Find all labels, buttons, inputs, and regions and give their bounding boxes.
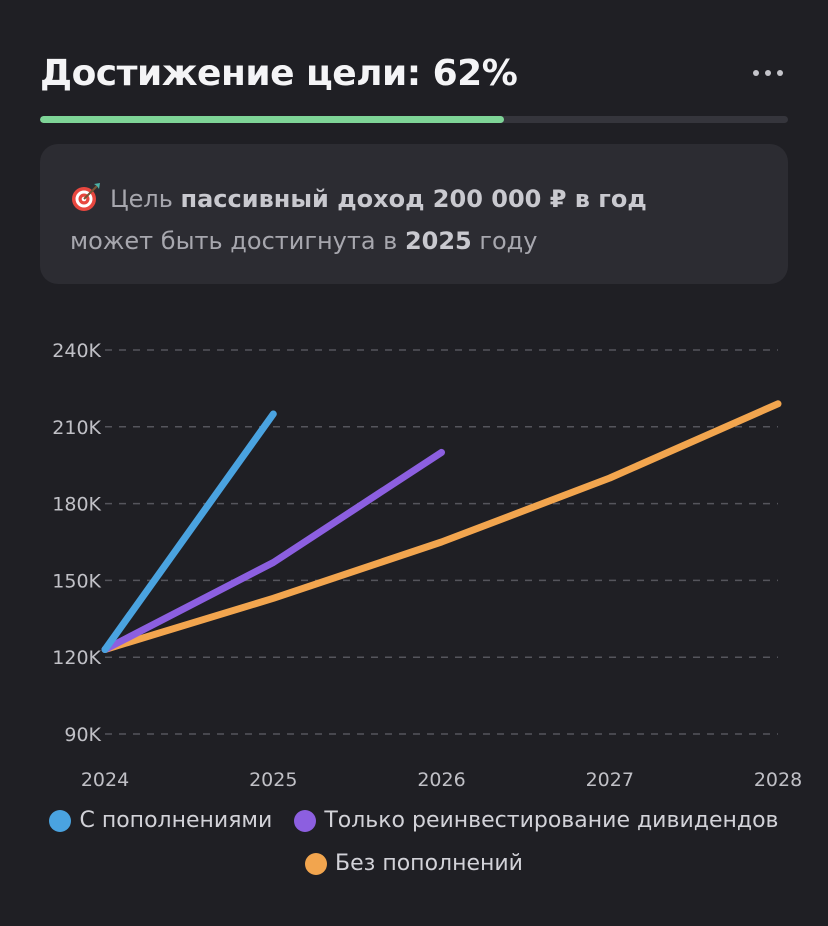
legend-label: С пополнениями — [79, 808, 273, 833]
legend-swatch-blue — [49, 809, 72, 832]
goal-progress-fill — [40, 116, 504, 123]
target-icon — [72, 183, 100, 211]
legend-row-2: Без пополнений — [40, 851, 788, 876]
legend-label: Без пополнений — [335, 851, 523, 876]
legend-item-no-deposits: Без пополнений — [305, 851, 523, 876]
page-title: Достижение цели: 62% — [40, 52, 518, 94]
more-options-button[interactable] — [748, 53, 788, 93]
goal-progress-bar — [40, 116, 788, 123]
x-tick-label: 2027 — [586, 769, 634, 791]
y-tick-label: 180K — [52, 494, 101, 516]
y-tick-label: 90K — [64, 724, 101, 746]
goal-chart: 90K 120K 150K 180K 210K 240K 2024 2025 2026 2027 2… — [0, 320, 828, 800]
goal-card: Цель пассивный доход 200 000 ₽ в год мож… — [40, 144, 788, 284]
legend-item-reinvest-only: Только реинвестирование дивидендов — [294, 808, 779, 833]
y-tick-label: 120K — [52, 647, 101, 669]
x-tick-label: 2028 — [754, 769, 802, 791]
y-tick-label: 150K — [52, 570, 101, 592]
goal-chart-svg: 90K 120K 150K 180K 210K 240K 2024 2025 2026 2027 2… — [52, 340, 802, 791]
x-tick-label: 2025 — [249, 769, 297, 791]
goal-middle: может быть достигнута в — [70, 227, 398, 255]
y-tick-label: 210K — [52, 417, 101, 439]
legend-item-with-deposits: С пополнениями — [49, 808, 272, 833]
goal-prefix: Цель — [110, 185, 173, 213]
header: Достижение цели: 62% — [40, 48, 788, 98]
legend-row-1: С пополнениями Только реинвестирование д… — [40, 808, 788, 833]
legend-swatch-orange — [305, 852, 328, 875]
goal-year: 2025 — [404, 227, 472, 255]
goal-suffix: году — [479, 227, 538, 255]
series-line-0 — [101, 410, 277, 653]
x-tick-label: 2026 — [417, 769, 465, 791]
x-tick-label: 2024 — [81, 769, 129, 791]
y-tick-label: 240K — [52, 340, 101, 362]
series-line-2 — [101, 400, 782, 653]
more-dots-icon — [753, 70, 783, 76]
chart-legend: С пополнениями Только реинвестирование д… — [40, 808, 788, 894]
legend-label: Только реинвестирование дивидендов — [324, 808, 779, 833]
series-line-1 — [101, 448, 445, 653]
goal-name: пассивный доход 200 000 ₽ в год — [180, 185, 647, 213]
legend-swatch-purple — [294, 809, 317, 832]
